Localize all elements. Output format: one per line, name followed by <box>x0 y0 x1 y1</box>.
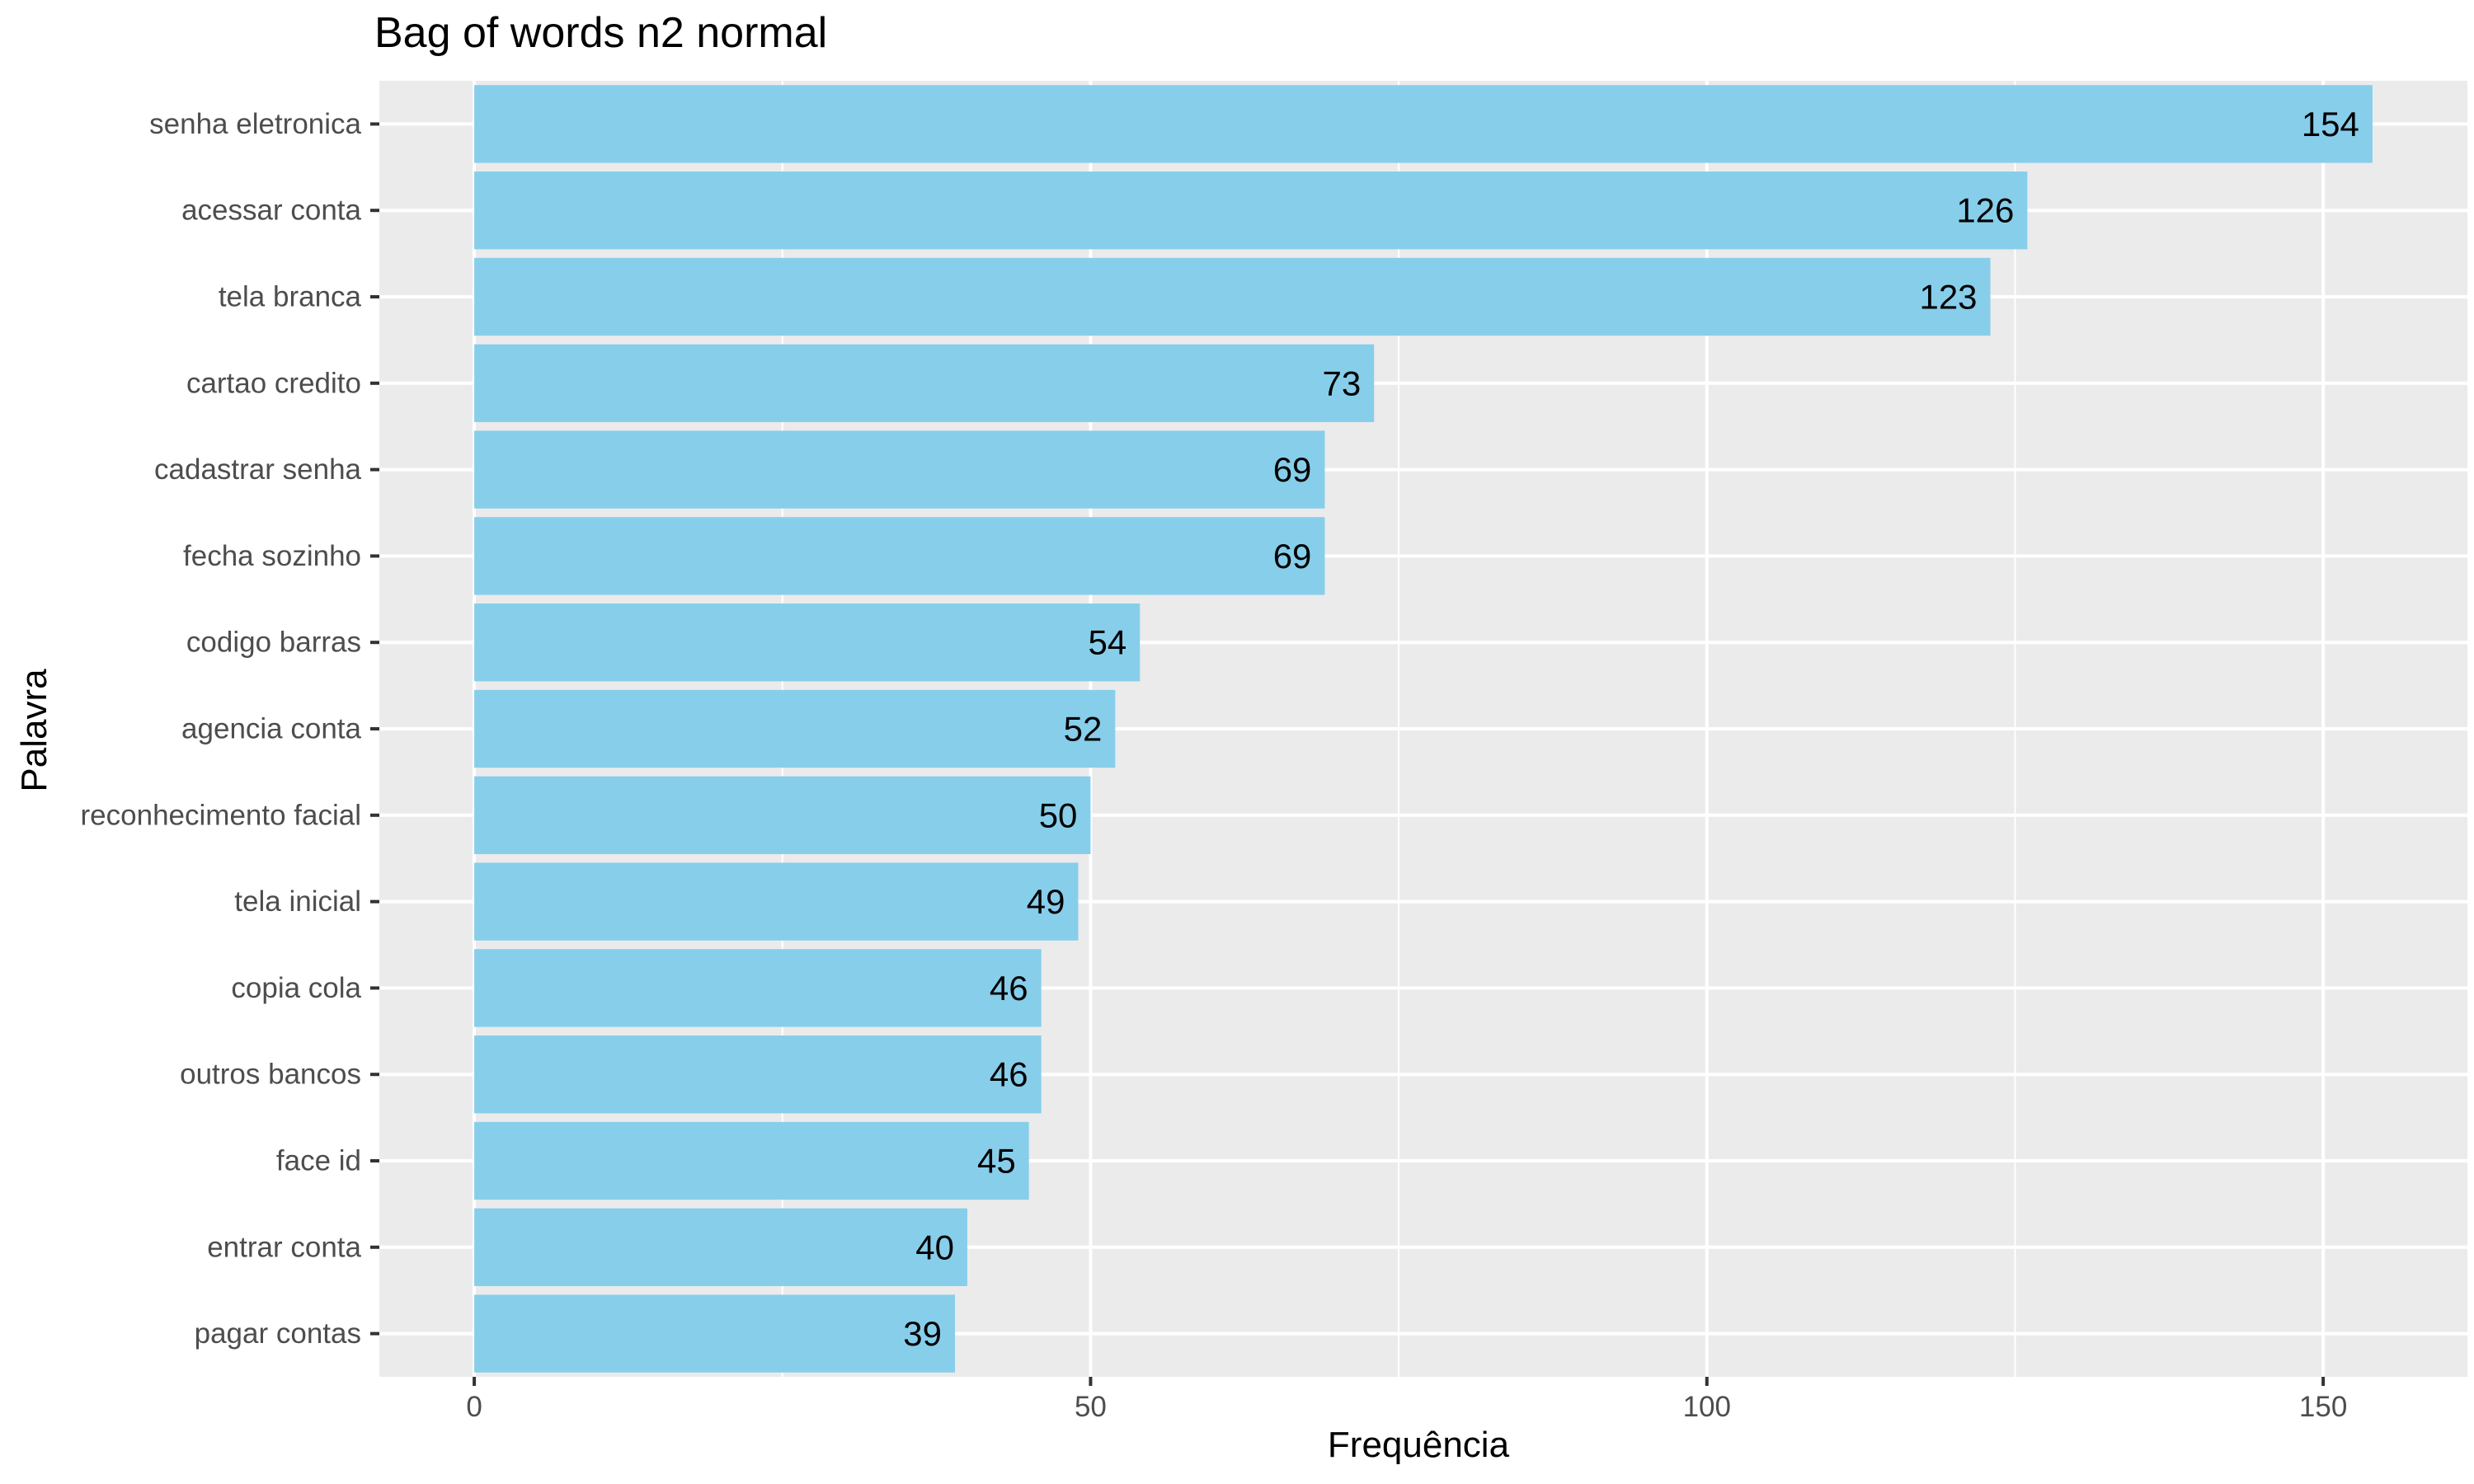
bar-layer <box>474 85 2373 1373</box>
bar <box>474 1036 1042 1114</box>
data-label: 73 <box>1322 364 1361 402</box>
bar <box>474 603 1141 682</box>
data-label: 39 <box>903 1314 942 1353</box>
y-tick-label: pagar contas <box>195 1317 361 1350</box>
bar <box>474 1121 1029 1200</box>
y-tick-label: codigo barras <box>186 627 361 659</box>
bar <box>474 171 2028 250</box>
data-label: 46 <box>990 969 1028 1007</box>
data-label: 52 <box>1064 710 1103 749</box>
bar <box>474 776 1091 854</box>
data-label: 46 <box>990 1055 1028 1094</box>
bar <box>474 344 1375 422</box>
y-tick-label: agencia conta <box>181 713 361 745</box>
y-axis: senha eletronica acessar conta tela branca… <box>81 108 379 1350</box>
bar <box>474 1294 956 1373</box>
data-label-layer: 154 126 123 73 69 69 54 52 50 49 46 46 45 40 39 <box>903 105 2359 1353</box>
data-label: 40 <box>915 1228 954 1266</box>
y-tick-label: tela branca <box>219 281 362 313</box>
data-label: 123 <box>1919 278 1977 317</box>
data-label: 154 <box>2302 105 2359 143</box>
x-tick-label: 50 <box>1075 1391 1107 1423</box>
x-tick-label: 100 <box>1683 1391 1731 1423</box>
data-label: 54 <box>1089 623 1127 662</box>
chart-title: Bag of words n2 normal <box>374 9 828 57</box>
x-axis-title: Frequência <box>1327 1425 1510 1465</box>
bar <box>474 85 2373 163</box>
x-tick-label: 150 <box>2299 1391 2347 1423</box>
y-tick-label: face id <box>276 1145 361 1177</box>
y-tick-label: outros bancos <box>180 1059 361 1091</box>
y-tick-label: senha eletronica <box>149 108 361 140</box>
y-tick-label: cartao credito <box>186 367 361 399</box>
data-label: 45 <box>977 1142 1016 1181</box>
x-axis: 0 50 100 150 <box>466 1377 2347 1423</box>
y-tick-label: tela inicial <box>234 885 361 918</box>
data-label: 49 <box>1027 882 1065 921</box>
y-tick-label: reconhecimento facial <box>81 799 361 831</box>
bar <box>474 430 1325 509</box>
y-tick-label: entrar conta <box>207 1231 361 1263</box>
y-axis-title: Palavra <box>14 669 54 792</box>
x-tick-label: 0 <box>466 1391 482 1423</box>
data-label: 69 <box>1273 450 1312 489</box>
bar <box>474 949 1042 1027</box>
y-tick-label: copia cola <box>231 972 361 1004</box>
data-label: 69 <box>1273 537 1312 575</box>
bar <box>474 689 1116 768</box>
y-tick-label: cadastrar senha <box>154 453 362 486</box>
bar <box>474 1208 967 1286</box>
y-tick-label: fecha sozinho <box>183 540 361 572</box>
bar <box>474 517 1325 595</box>
bar <box>474 257 1991 336</box>
data-label: 126 <box>1956 191 2014 230</box>
bar <box>474 862 1079 941</box>
data-label: 50 <box>1039 796 1078 834</box>
y-tick-label: acessar conta <box>181 195 361 227</box>
